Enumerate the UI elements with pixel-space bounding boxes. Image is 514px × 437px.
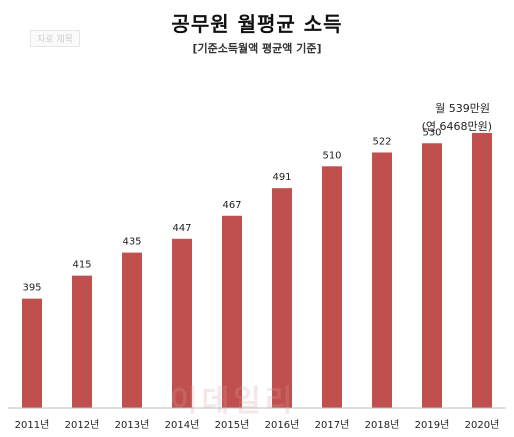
data-label-2011년: 395 — [22, 283, 41, 294]
bar-2018년 — [372, 152, 392, 408]
x-tick-2020년: 2020년 — [465, 419, 500, 431]
x-tick-2012년: 2012년 — [65, 419, 100, 431]
bar-2011년 — [22, 298, 42, 408]
annotation-annual: (연 6468만원) — [421, 120, 492, 133]
x-tick-2016년: 2016년 — [265, 419, 300, 431]
data-labels-group: 395 415 435 447 467 491 510 522 530 — [22, 127, 441, 293]
data-label-2016년: 491 — [272, 172, 291, 183]
bar-2017년 — [322, 166, 342, 408]
annotation-monthly: 월 539만원 — [435, 102, 490, 115]
x-tick-2014년: 2014년 — [165, 419, 200, 431]
watermark: 이데일리 — [170, 384, 297, 419]
x-tick-2017년: 2017년 — [315, 419, 350, 431]
chart-title: 공무원 월평균 소득 — [171, 12, 343, 36]
data-label-2012년: 415 — [72, 260, 91, 271]
bar-2020년 — [472, 132, 492, 408]
x-tick-2018년: 2018년 — [365, 419, 400, 431]
bars-group — [22, 132, 492, 408]
data-label-2015년: 467 — [222, 200, 241, 211]
data-label-2013년: 435 — [122, 237, 141, 248]
source-tag: 자료 제목 — [30, 30, 80, 47]
data-label-2014년: 447 — [172, 223, 191, 234]
bar-2016년 — [272, 188, 292, 408]
data-label-2018년: 522 — [372, 136, 391, 147]
bar-2019년 — [422, 143, 442, 408]
bar-2015년 — [222, 215, 242, 408]
bar-2014년 — [172, 238, 192, 408]
chart-subtitle: [기준소득월액 평균액 기준] — [192, 42, 322, 55]
bar-2012년 — [72, 275, 92, 408]
bar-2013년 — [122, 252, 142, 408]
x-tick-2019년: 2019년 — [415, 419, 450, 431]
x-tick-2015년: 2015년 — [215, 419, 250, 431]
data-label-2019년: 530 — [422, 127, 441, 138]
x-tick-labels-group: 2011년 2012년 2013년 2014년 2015년 2016년 2017년 2018년… — [15, 419, 500, 431]
x-tick-2011년: 2011년 — [15, 419, 50, 431]
x-tick-2013년: 2013년 — [115, 419, 150, 431]
data-label-2017년: 510 — [322, 150, 341, 161]
